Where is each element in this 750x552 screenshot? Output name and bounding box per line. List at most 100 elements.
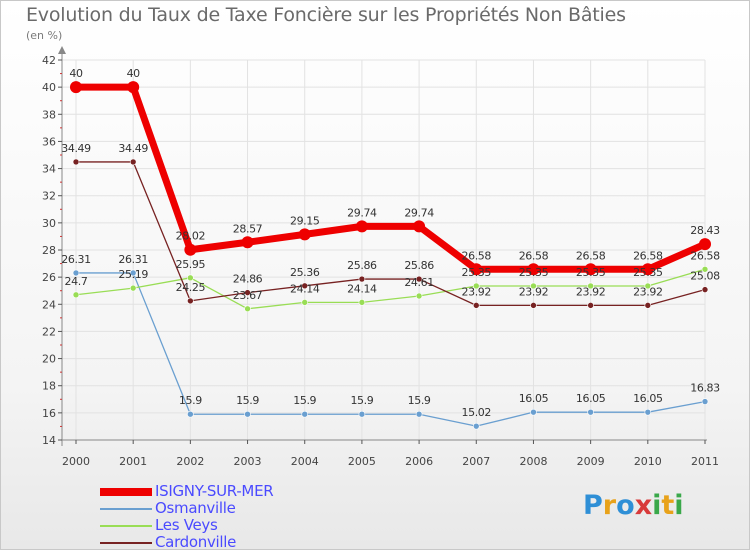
data-label: 15.9 (236, 394, 259, 407)
data-label: 23.92 (462, 285, 492, 298)
legend-label-osmanville: Osmanville (155, 499, 236, 517)
data-point (644, 408, 652, 416)
brand-letter: i (652, 490, 662, 521)
data-point (641, 263, 654, 276)
data-point (587, 302, 594, 309)
series-line (72, 83, 709, 273)
data-point (355, 220, 368, 233)
data-point (129, 284, 137, 292)
y-tick-label: 22 (42, 325, 56, 338)
chart-subtitle: (en %) (26, 29, 63, 42)
x-tick-label: 2006 (405, 455, 433, 468)
data-label: 25.08 (690, 270, 720, 283)
data-point (472, 302, 480, 309)
data-label: 24.61 (404, 276, 434, 289)
data-point (184, 243, 197, 256)
data-point (701, 265, 709, 273)
data-point (298, 228, 311, 241)
data-point (530, 302, 537, 309)
data-label: 28.43 (690, 224, 720, 237)
data-label: 25.86 (404, 259, 434, 272)
data-point (129, 158, 137, 166)
data-label: 24.86 (233, 273, 263, 286)
legend-swatch-osmanville (100, 508, 152, 510)
y-tick-label: 28 (42, 244, 56, 257)
data-point (301, 282, 309, 290)
data-label: 26.58 (690, 249, 720, 262)
data-point (187, 410, 194, 418)
chart-title: Evolution du Taux de Taxe Foncière sur l… (26, 4, 626, 26)
x-tick-label: 2010 (634, 455, 662, 468)
data-label: 16.05 (633, 392, 663, 405)
data-point (699, 238, 711, 251)
data-point (72, 158, 80, 166)
data-label: 29.74 (404, 206, 434, 219)
x-tick-label: 2001 (119, 455, 147, 468)
data-point (187, 297, 194, 305)
data-point (129, 269, 137, 277)
data-point (301, 299, 309, 306)
data-label: 15.02 (462, 406, 492, 419)
brand-letter: i (674, 490, 684, 521)
data-point (470, 263, 483, 276)
data-point (644, 302, 652, 309)
data-label: 25.35 (462, 266, 492, 279)
y-tick-label: 40 (42, 81, 56, 94)
data-label: 28.57 (233, 222, 263, 235)
data-point (527, 263, 540, 276)
data-label: 25.35 (633, 266, 663, 279)
data-label: 23.67 (233, 289, 263, 302)
data-label: 26.58 (633, 249, 663, 262)
data-label: 16.05 (576, 392, 606, 405)
data-label: 26.31 (118, 253, 148, 266)
data-point (358, 299, 366, 306)
data-point (127, 81, 140, 94)
legend-swatch-les-veys (100, 525, 152, 527)
data-label: 15.9 (350, 394, 373, 407)
brand-letter: x (634, 490, 653, 521)
y-tick-label: 14 (42, 434, 56, 447)
legend-label-isigny: ISIGNY-SUR-MER (155, 482, 274, 500)
data-point (244, 410, 251, 418)
y-tick-label: 20 (42, 353, 56, 366)
brand-letter: t (661, 490, 675, 521)
data-point (415, 410, 423, 418)
x-tick-label: 2011 (691, 455, 719, 468)
data-label: 24.25 (176, 281, 206, 294)
data-label: 40 (127, 67, 141, 80)
data-label: 15.9 (408, 394, 431, 407)
x-tick-label: 2005 (348, 455, 376, 468)
x-tick-label: 2000 (62, 455, 90, 468)
y-tick-label: 42 (42, 54, 56, 67)
data-point (472, 282, 480, 290)
data-label: 40 (69, 67, 83, 80)
data-label: 24.7 (65, 275, 88, 288)
x-tick-label: 2009 (577, 455, 605, 468)
data-label: 34.49 (118, 142, 148, 155)
data-point (244, 305, 251, 313)
data-point (415, 292, 423, 300)
data-point (530, 282, 537, 290)
x-tick-label: 2007 (462, 455, 490, 468)
data-point (358, 275, 366, 283)
data-point (358, 410, 366, 418)
x-tick-label: 2003 (234, 455, 262, 468)
brand-letter: P (583, 490, 603, 521)
data-label: 15.9 (293, 394, 316, 407)
data-point (472, 422, 480, 430)
y-tick-label: 18 (42, 380, 56, 393)
data-point (187, 274, 194, 282)
data-label: 16.05 (519, 392, 549, 405)
data-label: 29.74 (347, 206, 377, 219)
data-point (587, 408, 594, 416)
data-label: 24.14 (347, 282, 377, 295)
y-axis-arrow (58, 46, 66, 54)
y-tick-label: 32 (42, 190, 56, 203)
data-label: 26.31 (61, 253, 91, 266)
data-point (415, 275, 423, 283)
y-tick-label: 16 (42, 407, 56, 420)
legend-swatch-cardonville (100, 542, 152, 544)
y-tick-label: 26 (42, 271, 56, 284)
data-label: 34.49 (61, 142, 91, 155)
